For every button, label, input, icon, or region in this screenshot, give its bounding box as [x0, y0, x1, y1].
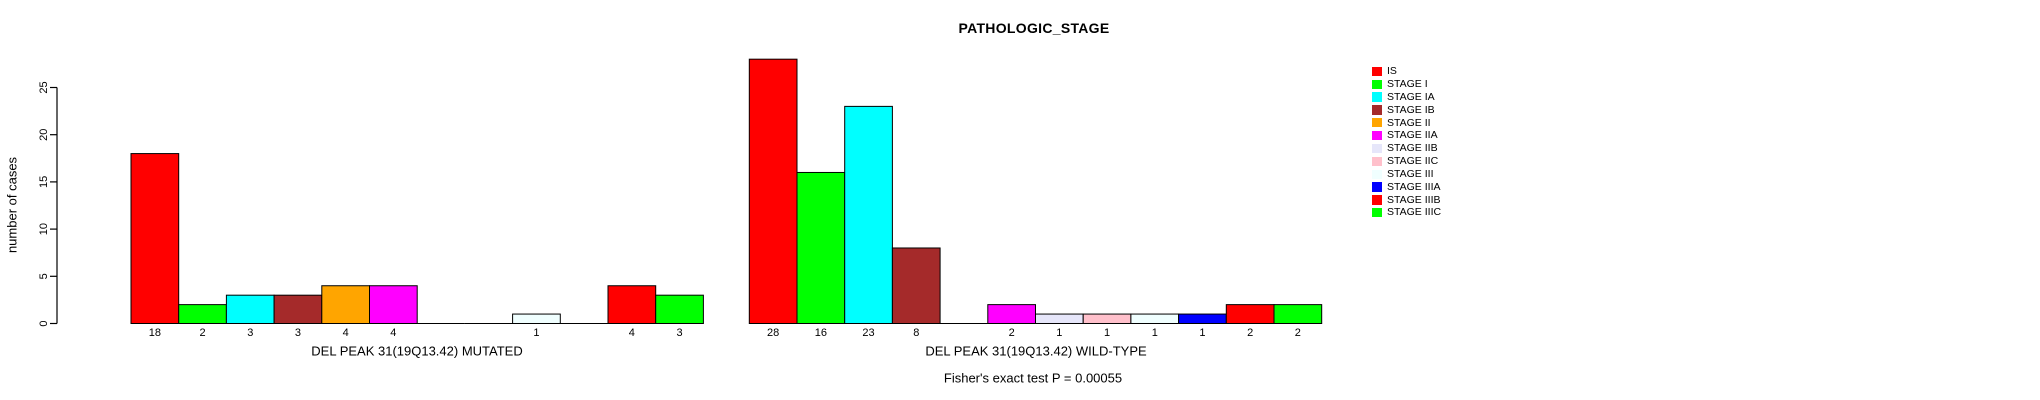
legend-label: STAGE IIIC	[1387, 206, 1442, 219]
bar-value-label: 4	[390, 327, 396, 339]
bar-value-label: 3	[295, 327, 301, 339]
legend-swatch-icon	[1372, 118, 1382, 128]
bar-value-label: 28	[767, 327, 779, 339]
legend-row-stage-ia: STAGE IA	[1372, 91, 1441, 104]
bar-mutated-stage-iia	[369, 285, 418, 324]
fisher-test-annotation: Fisher's exact test P = 0.00055	[943, 370, 1123, 386]
y-tick-label: 10	[38, 223, 50, 235]
legend-row-stage-ii: STAGE II	[1372, 116, 1441, 129]
legend-label: STAGE IIB	[1387, 142, 1438, 155]
y-tick-label: 0	[38, 320, 50, 326]
legend-row-stage-iic: STAGE IIC	[1372, 155, 1441, 168]
y-tick-label: 20	[38, 129, 50, 141]
bar-mutated-stage-ib	[273, 294, 323, 324]
y-tick-label: 15	[38, 176, 50, 188]
bar-value-label: 2	[199, 327, 205, 339]
legend-label: STAGE II	[1387, 116, 1431, 129]
x-axis-label-mutated: DEL PEAK 31(19Q13.42) MUTATED	[311, 343, 523, 359]
legend-swatch-icon	[1372, 92, 1382, 102]
bar-value-label: 2	[1009, 327, 1015, 339]
bar-value-label: 3	[247, 327, 253, 339]
bar-value-label: 23	[862, 327, 874, 339]
y-tick-label: 25	[38, 81, 50, 93]
legend-swatch-icon	[1372, 66, 1382, 77]
legend-row-stage-iiic: STAGE IIIC	[1372, 206, 1441, 219]
legend-row-stage-iiib: STAGE IIIB	[1372, 193, 1441, 206]
bar-value-label: 18	[149, 327, 161, 339]
bar-mutated-stage-iiib	[607, 285, 657, 324]
bar-wild-type-stage-ib	[891, 247, 941, 324]
legend-label: STAGE IB	[1387, 103, 1435, 116]
bar-value-label: 2	[1295, 327, 1301, 339]
legend-row-is: IS	[1372, 65, 1441, 78]
bar-value-label: 16	[815, 327, 827, 339]
legend-row-stage-i: STAGE I	[1372, 78, 1441, 91]
legend-swatch-icon	[1372, 105, 1382, 115]
bar-mutated-stage-i	[178, 304, 227, 324]
bar-wild-type-stage-iiib	[1225, 304, 1275, 324]
legend-swatch-icon	[1372, 143, 1382, 154]
legend-swatch-icon	[1372, 195, 1382, 205]
legend-label: STAGE III	[1387, 167, 1434, 180]
bar-value-label: 3	[676, 327, 682, 339]
bar-wild-type-stage-iib	[1035, 313, 1084, 324]
legend-label: IS	[1387, 65, 1397, 78]
bar-mutated-stage-ia	[225, 294, 275, 324]
legend-label: STAGE IA	[1387, 90, 1435, 103]
legend-label: STAGE IIC	[1387, 155, 1439, 168]
legend-row-stage-ib: STAGE IB	[1372, 104, 1441, 117]
bar-value-label: 2	[1247, 327, 1253, 339]
legend-row-stage-iii: STAGE III	[1372, 168, 1441, 181]
bar-wild-type-stage-iic	[1082, 313, 1132, 324]
x-axis-label-wildtype: DEL PEAK 31(19Q13.42) WILD-TYPE	[925, 343, 1147, 359]
legend-row-stage-iiia: STAGE IIIA	[1372, 181, 1441, 194]
bar-mutated-is	[130, 153, 180, 324]
legend-row-stage-iia: STAGE IIA	[1372, 129, 1441, 142]
legend-label: STAGE IIA	[1387, 129, 1438, 142]
bar-mutated-stage-iiic	[655, 294, 704, 324]
legend-swatch-icon	[1372, 156, 1382, 166]
legend-label: STAGE IIIB	[1387, 193, 1441, 206]
bar-mutated-stage-ii	[321, 285, 370, 324]
bar-wild-type-stage-iiic	[1273, 304, 1323, 324]
bar-wild-type-stage-iiia	[1178, 313, 1227, 324]
bar-value-label: 1	[1199, 327, 1205, 339]
bar-value-label: 8	[913, 327, 919, 339]
chart-title: PATHOLOGIC_STAGE	[958, 20, 1110, 36]
y-tick-label: 5	[38, 273, 50, 279]
legend-swatch-icon	[1372, 130, 1382, 141]
bar-value-label: 4	[343, 327, 349, 339]
legend-swatch-icon	[1372, 208, 1382, 218]
bar-wild-type-stage-iii	[1130, 313, 1180, 324]
bar-value-label: 1	[1104, 327, 1110, 339]
bar-wild-type-stage-i	[796, 171, 846, 324]
bar-value-label: 1	[533, 327, 539, 339]
bar-wild-type-is	[748, 58, 798, 325]
bar-value-label: 1	[1056, 327, 1062, 339]
legend-label: STAGE IIIA	[1387, 180, 1441, 193]
legend-label: STAGE I	[1387, 78, 1428, 91]
legend-swatch-icon	[1372, 169, 1382, 179]
bar-wild-type-stage-iia	[987, 304, 1036, 324]
legend-row-stage-iib: STAGE IIB	[1372, 142, 1441, 155]
bar-wild-type-stage-ia	[844, 105, 893, 324]
legend-swatch-icon	[1372, 79, 1382, 89]
bar-mutated-stage-iii	[512, 313, 561, 324]
legend: IS STAGE I STAGE IA STAGE IB STAGE II STAGE I…	[1372, 65, 1441, 219]
bar-value-label: 4	[629, 327, 635, 339]
legend-swatch-icon	[1372, 182, 1382, 192]
bar-value-label: 1	[1152, 327, 1158, 339]
